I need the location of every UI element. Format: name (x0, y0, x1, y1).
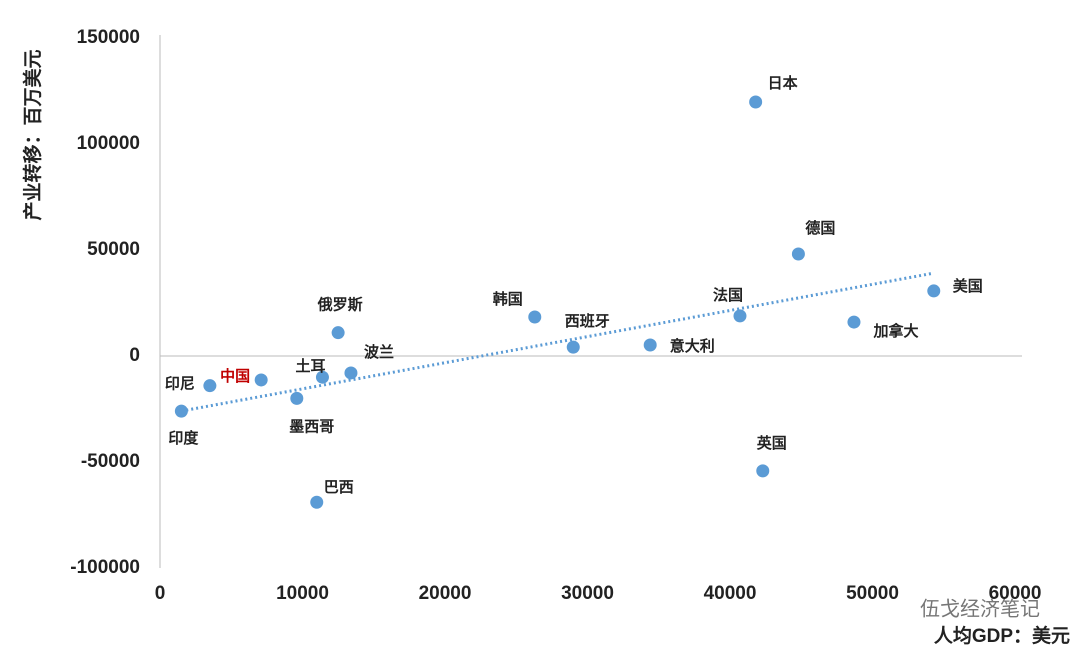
y-axis-label: 产业转移：百万美元 (21, 49, 44, 220)
point-label: 美国 (953, 277, 983, 295)
point (528, 310, 542, 324)
point-label: 日本 (768, 74, 798, 92)
point (643, 338, 657, 352)
point (290, 391, 304, 405)
point (791, 247, 805, 261)
x-tick-label: 20000 (419, 583, 472, 604)
x-tick-label: 60000 (989, 583, 1042, 604)
x-tick-label: 30000 (561, 583, 614, 604)
point (749, 95, 763, 109)
y-tick-label: 150000 (77, 27, 140, 48)
point (847, 315, 861, 329)
point (344, 366, 358, 380)
point-label: 德国 (805, 219, 835, 237)
x-axis-label: 人均GDP：美元 (934, 624, 1070, 647)
point (927, 284, 941, 298)
y-tick-label: -100000 (70, 557, 140, 578)
point-label: 印尼 (165, 375, 195, 393)
point (756, 464, 770, 478)
point-label: 中国 (220, 367, 250, 385)
point-label: 土耳 (295, 357, 325, 375)
y-tick-label: 50000 (87, 239, 140, 260)
x-tick-label: 50000 (846, 583, 899, 604)
x-tick-label: 10000 (276, 583, 329, 604)
point-label: 加拿大 (872, 322, 918, 340)
y-tick-label: 0 (129, 345, 140, 366)
y-tick-label: -50000 (81, 451, 140, 472)
point-label: 墨西哥 (289, 418, 334, 435)
x-tick-label: 0 (155, 583, 166, 604)
point-label: 韩国 (493, 290, 523, 308)
point (315, 370, 329, 384)
watermark: 伍戈经济笔记 (920, 597, 1040, 620)
point-label: 英国 (757, 434, 787, 452)
point (310, 495, 324, 509)
point (203, 379, 217, 393)
point-label: 俄罗斯 (317, 296, 363, 314)
point-label: 法国 (713, 286, 743, 304)
point-label: 西班牙 (565, 312, 610, 330)
point (254, 373, 268, 387)
point-label: 意大利 (670, 337, 715, 355)
trendline (181, 271, 935, 413)
point-label: 印度 (168, 429, 199, 447)
point (331, 326, 345, 340)
y-tick-label: 100000 (77, 133, 140, 154)
point (733, 309, 747, 323)
x-tick-label: 40000 (704, 583, 757, 604)
point (174, 404, 188, 418)
point (566, 340, 580, 354)
point-label: 巴西 (324, 479, 354, 496)
point-label: 波兰 (364, 343, 394, 361)
